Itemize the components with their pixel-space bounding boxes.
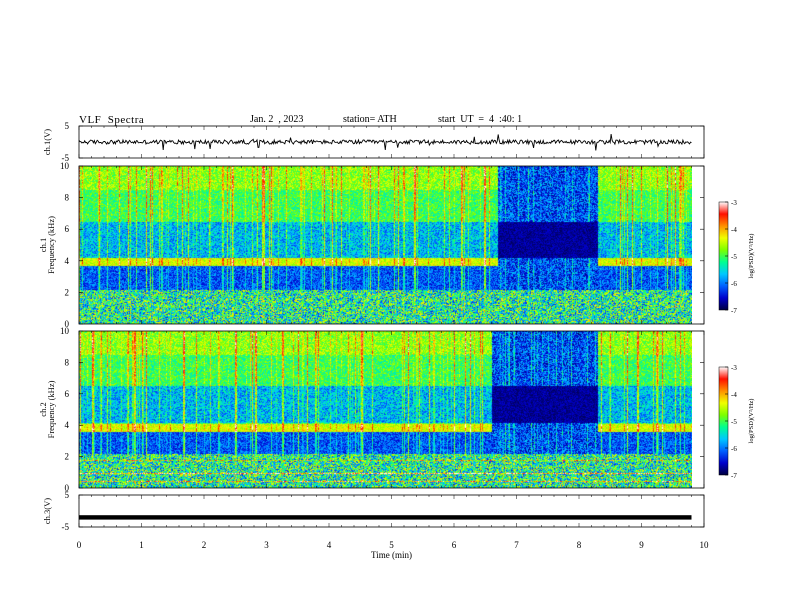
y-axis-label: ch.2 (38, 402, 48, 416)
x-tick-label: 5 (389, 540, 394, 550)
ch1-spectrogram-colorbar: -3 -4 -5 -6 -7 log(PSD)(V²/Hz) (718, 199, 755, 315)
colorbar-label: log(PSD)(V²/Hz) (748, 234, 755, 279)
x-tick-label: 3 (264, 540, 269, 550)
y-tick-label: 2 (65, 452, 70, 462)
y-tick-label: 5 (65, 490, 70, 500)
y-tick-label: -5 (62, 153, 70, 163)
y-axis-label: ch.1(V) (42, 129, 52, 155)
colorbar-tick-label: -6 (731, 280, 737, 288)
x-tick-label: 9 (639, 540, 644, 550)
colorbar-tick-label: -3 (731, 364, 737, 372)
y-tick-label: 0 (65, 319, 70, 329)
y-tick-label: 0 (65, 483, 70, 493)
x-tick-label: 1 (139, 540, 144, 550)
ch2-spectrogram-image (79, 331, 692, 488)
x-axis-label: Time (min) (371, 550, 412, 560)
colorbar-tick-label: -5 (731, 418, 737, 426)
colorbar-tick-label: -5 (731, 253, 737, 261)
y-axis-label: Frequency (kHz) (46, 216, 56, 274)
ch2-spectrogram-colorbar: -3 -4 -5 -6 -7 log(PSD)(V²/Hz) (718, 364, 755, 480)
y-tick-label: 8 (65, 193, 70, 203)
colorbar-tick-label: -4 (731, 391, 737, 399)
colorbar-tick-label: -3 (731, 199, 737, 207)
y-tick-label: 2 (65, 287, 70, 297)
y-axis-label: ch.1 (38, 238, 48, 252)
x-tick-label: 8 (577, 540, 582, 550)
start-ut-label: start UT = 4 :40: 1 (438, 114, 523, 125)
y-tick-label: -5 (62, 522, 70, 532)
ch1-trace (78, 134, 692, 151)
x-tick-label: 4 (327, 540, 332, 550)
y-tick-label: 4 (65, 420, 70, 430)
y-tick-label: 6 (65, 224, 70, 234)
y-tick-label: 10 (60, 161, 70, 171)
ch3-trace (79, 515, 692, 520)
ch2-spectrogram-panel: -3 -4 -5 -6 -7 log(PSD)(V²/Hz) 0 2 4 6 8 10 ch.2Freq… (38, 326, 755, 493)
date-label: Jan. 2 , 2023 (250, 114, 304, 125)
y-tick-label: 5 (65, 121, 70, 131)
x-tick-label: 10 (700, 540, 710, 550)
ch1-spectrogram-image (79, 166, 692, 324)
x-tick-label: 0 (77, 540, 82, 550)
y-tick-label: 8 (65, 357, 70, 367)
ch3-waveform-panel: 5 -5 ch.3(V) (42, 490, 705, 532)
y-tick-label: 4 (65, 256, 70, 266)
y-tick-label: 6 (65, 389, 70, 399)
colorbar-label: log(PSD)(V²/Hz) (748, 399, 755, 444)
ch1-spectrogram-panel: -3 -4 -5 -6 -7 log(PSD)(V²/Hz) 0 2 4 6 8 10 ch.1Freq… (38, 161, 755, 329)
station-label: station= ATH (343, 114, 397, 125)
colorbar-tick-label: -4 (731, 226, 737, 234)
x-tick-label: 2 (202, 540, 207, 550)
ch1-waveform-panel: 5 -5 ch.1(V) (42, 121, 705, 163)
chart-title: VLF Spectra (79, 114, 145, 126)
colorbar-tick-label: -6 (731, 445, 737, 453)
ch3-waveform-frame (78, 494, 705, 528)
x-tick-label: 7 (514, 540, 519, 550)
x-tick-label: 6 (452, 540, 457, 550)
y-axis-label: Frequency (kHz) (46, 380, 56, 438)
colorbar-tick-label: -7 (731, 472, 737, 480)
y-tick-label: 10 (60, 326, 70, 336)
y-axis-label: ch.3(V) (42, 498, 52, 524)
colorbar-tick-label: -7 (731, 307, 737, 315)
